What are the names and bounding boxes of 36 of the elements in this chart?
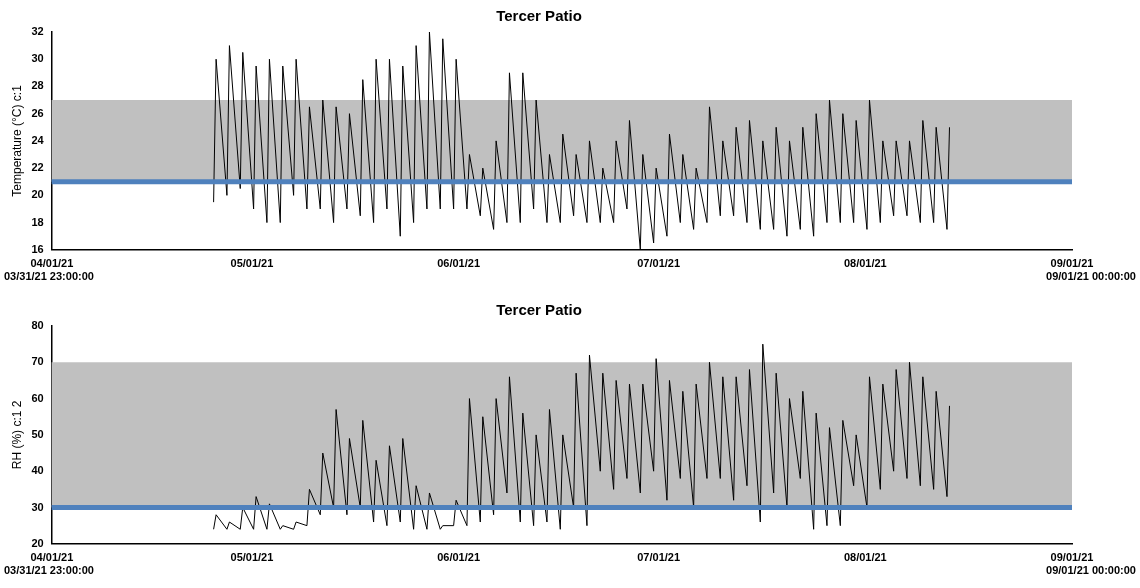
x-tick-label: 07/01/21 [637, 551, 681, 564]
y-tick-label: 22 [31, 161, 44, 174]
x-tick-label: 05/01/21 [230, 551, 274, 564]
x-tick-label: 09/01/21 [1050, 257, 1094, 270]
y-tick-label: 26 [31, 106, 44, 119]
text: 03/31/21 23:00:00 [4, 270, 94, 283]
y-tick-label: 20 [31, 188, 44, 201]
text: 03/31/21 23:00:00 [4, 564, 94, 577]
y-tick-label: 32 [31, 25, 44, 38]
x-tick-label: 06/01/21 [437, 551, 481, 564]
x-tick-label: 08/01/21 [843, 257, 887, 270]
text: 09/01/21 00:00:00 [1046, 270, 1136, 283]
x-tick-label: 07/01/21 [637, 257, 681, 270]
x-tick-label: 06/01/21 [437, 257, 481, 270]
y-tick-label: 30 [31, 500, 44, 513]
x-tick-label: 04/01/21 [30, 257, 74, 270]
y-tick-label: 50 [31, 427, 44, 440]
y-tick-label: 30 [31, 52, 44, 65]
y-axis-title: Temperature (°C) c:1 [9, 84, 24, 197]
chart-title: Tercer Patio [496, 7, 582, 25]
chart-title: Tercer Patio [496, 301, 582, 319]
x-tick-label: 04/01/21 [30, 551, 74, 564]
y-tick-label: 40 [31, 464, 44, 477]
x-tick-label: 05/01/21 [230, 257, 274, 270]
text: 09/01/21 00:00:00 [1046, 564, 1136, 577]
y-tick-label: 60 [31, 391, 44, 404]
x-tick-label: 09/01/21 [1050, 551, 1094, 564]
y-tick-label: 18 [31, 215, 44, 228]
y-tick-label: 24 [31, 133, 45, 146]
y-tick-label: 20 [31, 536, 44, 549]
y-axis-title: RH (%) c:1 2 [9, 400, 24, 470]
y-tick-label: 28 [31, 79, 44, 92]
y-tick-label: 70 [31, 355, 44, 368]
y-tick-label: 16 [31, 242, 44, 255]
y-tick-label: 80 [31, 319, 44, 332]
x-tick-label: 08/01/21 [843, 551, 887, 564]
